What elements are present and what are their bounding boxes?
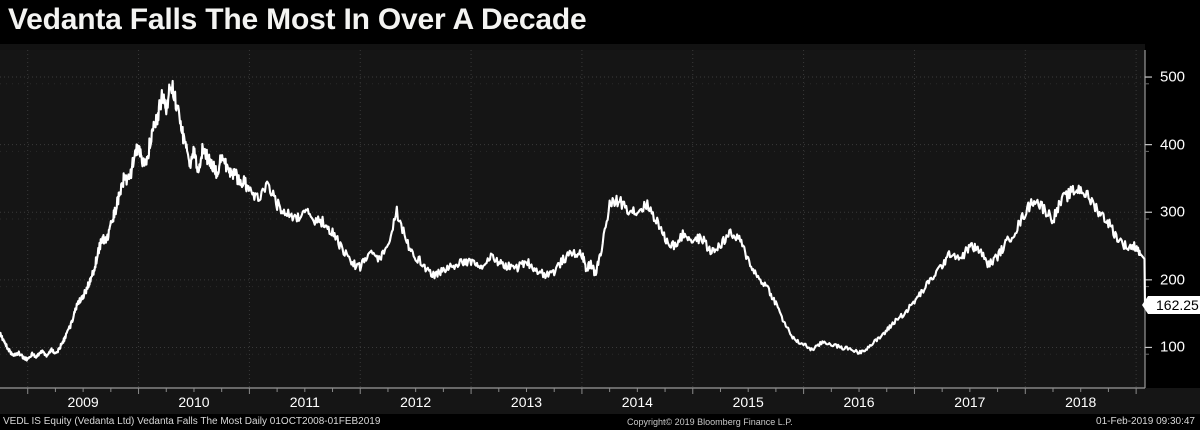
- vertical-gridlines: [27, 50, 1137, 388]
- copyright-text: Copyright© 2019 Bloomberg Finance L.P.: [627, 417, 793, 427]
- security-description: VEDL IS Equity (Vedanta Ltd) Vedanta Fal…: [3, 416, 381, 427]
- x-axis-tick-label: 2010: [178, 394, 210, 410]
- axis-ticks: [27, 76, 1152, 394]
- y-axis-tick-label: 100: [1160, 338, 1186, 356]
- y-axis-tick-label: 500: [1160, 68, 1186, 86]
- x-axis-gutter: [0, 388, 1200, 414]
- y-axis-gutter: [1145, 44, 1200, 414]
- timestamp: 01-Feb-2019 09:30:47: [1096, 416, 1195, 427]
- y-axis-tick-label: 300: [1160, 203, 1186, 221]
- x-axis-tick-label: 2016: [843, 394, 875, 410]
- y-axis-tick-label: 200: [1160, 271, 1186, 289]
- x-axis-tick-label: 2013: [510, 394, 543, 410]
- axis-lines: [0, 50, 1146, 389]
- x-axis-tick-label: 2018: [1065, 394, 1097, 410]
- x-axis-tick-label: 2014: [621, 394, 653, 410]
- y-axis-tick-label: 400: [1160, 136, 1186, 154]
- chart-area: 500 400 300 200 100 162.25: [0, 44, 1200, 414]
- x-axis-tick-label: 2011: [289, 394, 320, 410]
- title-bar: Vedanta Falls The Most In Over A Decade: [0, 0, 1200, 44]
- x-axis-tick-label: 2015: [732, 394, 764, 410]
- x-axis-tick-label: 2009: [67, 394, 99, 410]
- price-line: [0, 79, 1147, 362]
- horizontal-gridlines: [0, 76, 1145, 355]
- last-price-flag: 162.25: [1142, 296, 1200, 315]
- x-axis-tick-label: 2017: [954, 394, 986, 410]
- price-chart-svg: [0, 50, 1152, 394]
- x-axis-tick-label: 2012: [400, 394, 432, 410]
- status-bar: VEDL IS Equity (Vedanta Ltd) Vedanta Fal…: [0, 414, 1200, 430]
- page-title: Vedanta Falls The Most In Over A Decade: [8, 3, 587, 36]
